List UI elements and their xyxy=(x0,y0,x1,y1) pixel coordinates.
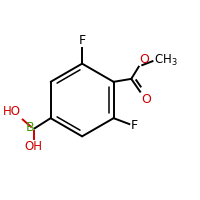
Text: F: F xyxy=(130,119,137,132)
Text: OH: OH xyxy=(25,140,43,153)
Text: O: O xyxy=(140,53,149,66)
Text: B: B xyxy=(25,121,34,134)
Text: CH$_3$: CH$_3$ xyxy=(154,53,178,68)
Text: O: O xyxy=(142,93,152,106)
Text: F: F xyxy=(79,34,86,47)
Text: HO: HO xyxy=(3,105,21,118)
